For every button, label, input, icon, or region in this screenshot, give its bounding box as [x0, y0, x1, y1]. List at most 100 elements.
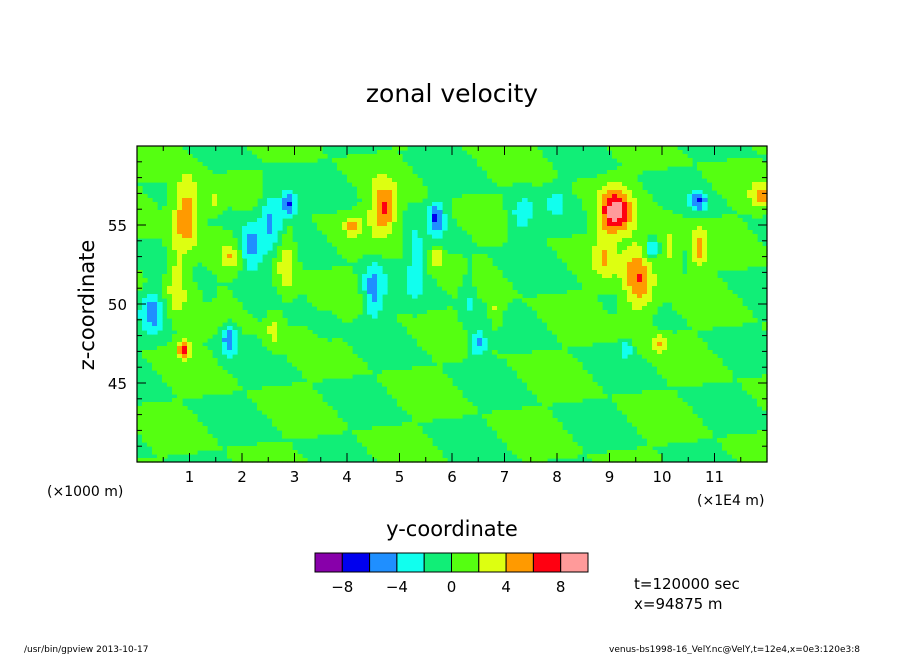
heatmap-cell	[322, 370, 328, 375]
heatmap-cell	[687, 158, 693, 163]
heatmap-cell	[187, 342, 193, 347]
heatmap-cell	[322, 270, 328, 275]
heatmap-cell	[682, 222, 688, 227]
heatmap-cell	[667, 262, 673, 267]
heatmap-cell	[287, 250, 293, 255]
heatmap-cell	[287, 254, 293, 259]
heatmap-cell	[632, 398, 638, 403]
heatmap-cell	[407, 406, 413, 411]
heatmap-cell	[197, 194, 203, 199]
heatmap-cell	[652, 282, 658, 287]
heatmap-cell	[672, 230, 678, 235]
heatmap-cell	[172, 154, 178, 159]
heatmap-cell	[452, 290, 458, 295]
heatmap-cell	[762, 394, 768, 399]
heatmap-cell	[482, 222, 488, 227]
heatmap-cell	[452, 354, 458, 359]
heatmap-cell	[617, 402, 623, 407]
heatmap-cell	[492, 290, 498, 295]
heatmap-cell	[477, 294, 483, 299]
heatmap-cell	[267, 330, 273, 335]
heatmap-cell	[357, 158, 363, 163]
heatmap-cell	[662, 374, 668, 379]
heatmap-cell	[472, 202, 478, 207]
heatmap-cell	[702, 342, 708, 347]
heatmap-cell	[647, 194, 653, 199]
heatmap-cell	[477, 198, 483, 203]
heatmap-cell	[412, 278, 418, 283]
heatmap-cell	[207, 194, 213, 199]
heatmap-cell	[607, 282, 613, 287]
heatmap-cell	[687, 334, 693, 339]
heatmap-cell	[537, 366, 543, 371]
heatmap-cell	[732, 174, 738, 179]
heatmap-cell	[392, 158, 398, 163]
heatmap-cell	[467, 402, 473, 407]
heatmap-cell	[407, 318, 413, 323]
heatmap-cell	[172, 178, 178, 183]
heatmap-cell	[332, 354, 338, 359]
heatmap-cell	[382, 214, 388, 219]
heatmap-cell	[452, 346, 458, 351]
heatmap-cell	[332, 306, 338, 311]
heatmap-cell	[422, 194, 428, 199]
heatmap-cell	[552, 194, 558, 199]
heatmap-cell	[597, 278, 603, 283]
heatmap-cell	[177, 322, 183, 327]
heatmap-cell	[147, 154, 153, 159]
heatmap-cell	[142, 402, 148, 407]
heatmap-cell	[482, 242, 488, 247]
heatmap-cell	[632, 302, 638, 307]
heatmap-cell	[602, 234, 608, 239]
heatmap-cell	[397, 182, 403, 187]
heatmap-cell	[317, 286, 323, 291]
heatmap-cell	[497, 154, 503, 159]
heatmap-cell	[317, 346, 323, 351]
heatmap-cell	[612, 146, 618, 151]
heatmap-cell	[362, 242, 368, 247]
heatmap-cell	[497, 274, 503, 279]
heatmap-cell	[272, 270, 278, 275]
heatmap-cell	[307, 158, 313, 163]
heatmap-cell	[432, 270, 438, 275]
heatmap-cell	[652, 230, 658, 235]
heatmap-cell	[497, 162, 503, 167]
heatmap-cell	[252, 174, 258, 179]
heatmap-cell	[282, 146, 288, 151]
heatmap-cell	[582, 290, 588, 295]
heatmap-cell	[747, 190, 753, 195]
heatmap-cell	[262, 334, 268, 339]
heatmap-cell	[327, 234, 333, 239]
heatmap-cell	[632, 214, 638, 219]
heatmap-cell	[172, 318, 178, 323]
heatmap-cell	[727, 302, 733, 307]
heatmap-cell	[302, 390, 308, 395]
heatmap-cell	[537, 170, 543, 175]
heatmap-cell	[702, 170, 708, 175]
heatmap-cell	[207, 306, 213, 311]
heatmap-cell	[642, 218, 648, 223]
heatmap-cell	[642, 234, 648, 239]
heatmap-cell	[442, 286, 448, 291]
heatmap-cell	[452, 282, 458, 287]
heatmap-cell	[182, 234, 188, 239]
heatmap-cell	[227, 354, 233, 359]
heatmap-cell	[472, 278, 478, 283]
heatmap-cell	[282, 202, 288, 207]
heatmap-cell	[182, 202, 188, 207]
heatmap-cell	[332, 310, 338, 315]
heatmap-cell	[637, 398, 643, 403]
heatmap-cell	[567, 374, 573, 379]
heatmap-cell	[147, 406, 153, 411]
heatmap-cell	[167, 194, 173, 199]
heatmap-cell	[182, 162, 188, 167]
heatmap-cell	[327, 290, 333, 295]
heatmap-cell	[332, 418, 338, 423]
heatmap-cell	[222, 254, 228, 259]
heatmap-cell	[762, 210, 768, 215]
heatmap-cell	[477, 214, 483, 219]
heatmap-cell	[287, 406, 293, 411]
heatmap-cell	[352, 358, 358, 363]
heatmap-cell	[402, 318, 408, 323]
heatmap-cell	[757, 174, 763, 179]
